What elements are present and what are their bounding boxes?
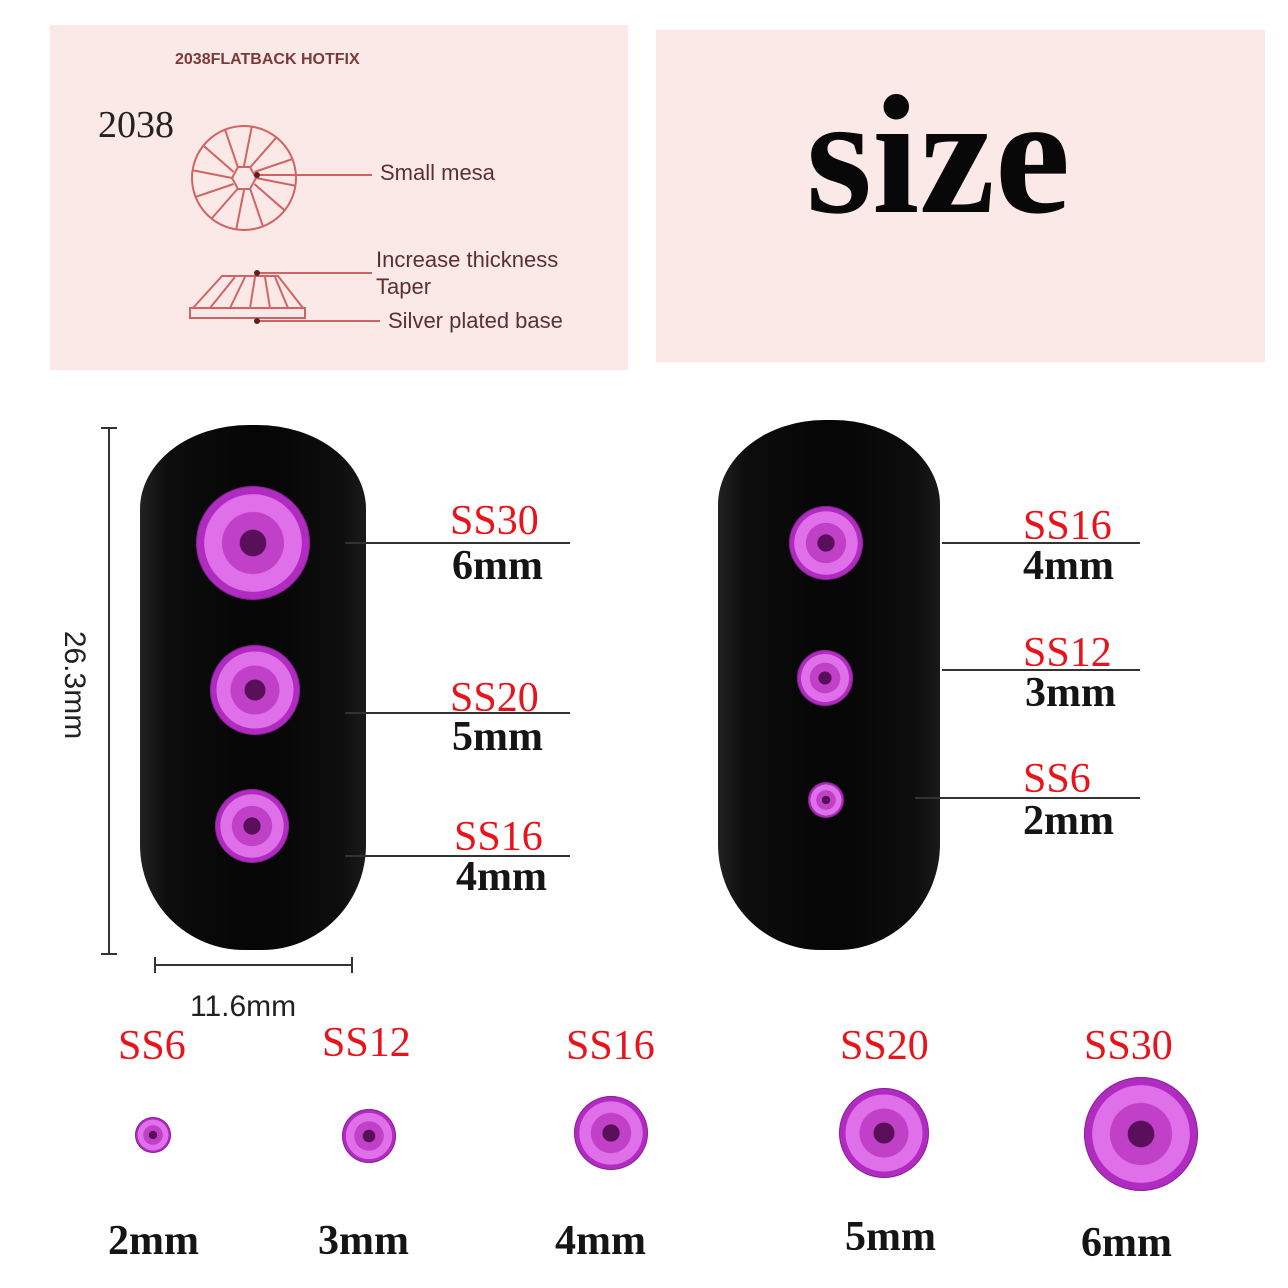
dimension-cap [101, 953, 117, 955]
dimension-cap [351, 957, 353, 973]
diagram-header: 2038FLATBACK HOTFIX [175, 51, 360, 68]
gem-ss16 [215, 789, 289, 863]
size-mm-label: 5mm [845, 1214, 936, 1260]
size-ss-label: SS12 [322, 1020, 411, 1066]
left-mm-label: 5mm [452, 714, 543, 760]
right-ss-label: SS6 [1023, 756, 1091, 802]
left-mm-label: 6mm [452, 543, 543, 589]
gem-5mm [839, 1088, 929, 1178]
gem-ss16 [789, 506, 863, 580]
leader-line [942, 542, 1140, 544]
structure-diagram-panel: 2038FLATBACK HOTFIX 2038 Small mesa Incr… [50, 25, 628, 370]
right-mm-label: 2mm [1023, 798, 1114, 844]
label-taper: Taper [376, 274, 432, 299]
right-ss-label: SS16 [1023, 503, 1112, 549]
right-ss-label: SS12 [1023, 630, 1112, 676]
width-label: 11.6mm [190, 990, 297, 1023]
page-title: size [806, 61, 1071, 249]
size-ss-label: SS6 [118, 1023, 186, 1069]
gem-ss30 [196, 486, 310, 600]
gem-2mm [135, 1117, 171, 1153]
right-mm-label: 4mm [1023, 543, 1114, 589]
leader-line [942, 669, 1140, 671]
left-ss-label: SS16 [454, 814, 543, 860]
rhinestone-diagram-icon [189, 125, 380, 324]
dimension-cap [154, 957, 156, 973]
dimension-cap [101, 427, 117, 429]
label-increase-thickness: Increase thickness [376, 247, 559, 272]
model-number: 2038 [98, 104, 174, 146]
label-small-mesa: Small mesa [380, 160, 495, 185]
size-ss-label: SS16 [566, 1023, 655, 1069]
height-label: 26.3mm [58, 630, 92, 740]
size-mm-label: 4mm [555, 1218, 646, 1264]
right-mm-label: 3mm [1025, 670, 1116, 716]
label-silver-plated-base: Silver plated base [388, 308, 563, 333]
leader-line [345, 542, 570, 544]
size-mm-label: 6mm [1081, 1220, 1172, 1266]
size-mm-label: 2mm [108, 1218, 199, 1264]
size-ss-label: SS20 [840, 1023, 929, 1069]
title-panel: size [656, 30, 1265, 362]
gem-ss12 [797, 650, 853, 706]
gem-3mm [342, 1109, 396, 1163]
gem-ss6 [808, 782, 844, 818]
size-ss-label: SS30 [1084, 1023, 1173, 1069]
leader-line [915, 797, 1140, 799]
leader-line [345, 712, 570, 714]
left-mm-label: 4mm [456, 854, 547, 900]
gem-4mm [574, 1096, 648, 1170]
left-ss-label: SS20 [450, 675, 539, 721]
gem-ss20 [210, 645, 300, 735]
left-ss-label: SS30 [450, 498, 539, 544]
width-dimension-line [155, 964, 353, 966]
size-mm-label: 3mm [318, 1218, 409, 1264]
gem-6mm [1084, 1077, 1198, 1191]
height-dimension-line [108, 427, 110, 955]
leader-line [345, 855, 570, 857]
